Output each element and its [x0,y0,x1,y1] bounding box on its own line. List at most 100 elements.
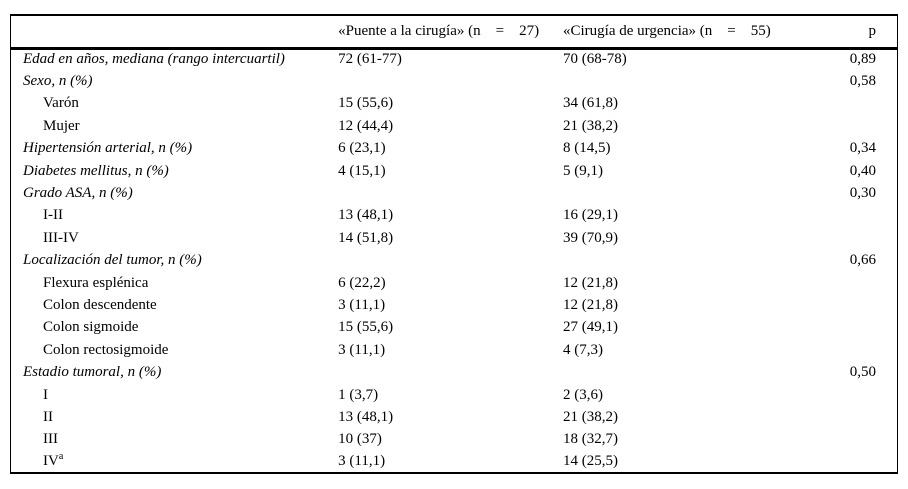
table-row: Grado ASA, n (%) 0,30 [11,182,898,204]
row-label: Hipertensión arterial, n (%) [23,140,193,157]
p-value: 0,89 [849,51,876,68]
row-label: Edad en años, mediana (rango intercuarti… [23,51,285,68]
table-row: Sexo, n (%) 0,58 [11,70,898,92]
row-label: I [43,386,48,403]
urgent-surgery-value: 27 (49,1) [563,319,618,336]
table-row: II 13 (48,1) 21 (38,2) [11,406,898,428]
row-label: Colon descendente [43,296,157,313]
p-value [788,205,898,227]
table-row: Colon descendente 3 (11,1) 12 (21,8) [11,294,898,316]
urgent-surgery-value: 39 (70,9) [563,229,618,246]
p-value [788,115,898,137]
bridge-surgery-value [338,250,563,272]
table-row: Localización del tumor, n (%) 0,66 [11,250,898,272]
col-header-variable [10,15,339,50]
row-label: Localización del tumor, n (%) [23,252,202,269]
urgent-surgery-value: 21 (38,2) [563,408,618,425]
comparison-table-container: «Puente a la cirugía» (n = 27) «Cirugía … [10,14,898,475]
bridge-surgery-value: 3 (11,1) [338,341,386,358]
col-header-p: p [787,15,898,50]
p-value [788,429,898,451]
bridge-surgery-value [338,361,563,383]
p-value: 0,34 [849,140,876,157]
table-row: Diabetes mellitus, n (%) 4 (15,1) 5 (9,1) 0… [11,160,898,182]
bridge-surgery-value: 15 (55,6) [338,95,394,112]
bridge-surgery-value: 4 (15,1) [338,162,386,179]
row-label: I-II [43,207,63,224]
table-header: «Puente a la cirugía» (n = 27) «Cirugía … [10,15,898,50]
footnote-marker: a [58,451,64,463]
table-row: Hipertensión arterial, n (%) 6 (23,1) 8 (1… [11,138,898,160]
table-row: IVa 3 (11,1) 14 (25,5) [11,451,898,473]
row-label: Colon sigmoide [43,319,139,336]
col-header-bridge-surgery: «Puente a la cirugía» (n = 27) [338,15,563,50]
p-value [788,227,898,249]
p-value: 0,40 [849,162,876,179]
p-value [788,272,898,294]
p-value [788,339,898,361]
urgent-surgery-value: 14 (25,5) [563,453,618,470]
p-value: 0,50 [849,364,876,381]
table-row: Mujer 12 (44,4) 21 (38,2) [11,115,898,137]
table-row: Colon rectosigmoide 3 (11,1) 4 (7,3) [11,339,898,361]
bridge-surgery-value [338,182,563,204]
row-label: II [43,408,53,425]
p-value [788,384,898,406]
bridge-surgery-value [338,70,563,92]
row-label: Flexura esplénica [43,274,149,291]
row-label: Diabetes mellitus, n (%) [23,162,169,179]
urgent-surgery-value: 18 (32,7) [563,431,618,448]
header-row: «Puente a la cirugía» (n = 27) «Cirugía … [10,15,898,50]
bridge-surgery-value: 72 (61-77) [338,51,402,68]
urgent-surgery-value: 2 (3,6) [563,386,603,403]
urgent-surgery-value [563,70,788,92]
urgent-surgery-value [563,182,788,204]
p-value: 0,66 [849,252,876,269]
bridge-surgery-value: 1 (3,7) [338,386,379,403]
bridge-surgery-value: 10 (37) [338,431,382,448]
p-value [788,93,898,115]
row-label: Varón [43,95,79,112]
urgent-surgery-value: 12 (21,8) [563,274,618,291]
bridge-surgery-value: 13 (48,1) [338,207,394,224]
table-row: Varón 15 (55,6) 34 (61,8) [11,93,898,115]
table-row: III 10 (37) 18 (32,7) [11,429,898,451]
p-value: 0,58 [849,73,876,90]
table-row: Estadio tumoral, n (%) 0,50 [11,361,898,383]
row-label: Colon rectosigmoide [43,341,169,358]
urgent-surgery-value [563,250,788,272]
bridge-surgery-value: 6 (22,2) [338,274,386,291]
row-label: Mujer [43,117,80,134]
row-label: III-IV [43,229,79,246]
p-value [788,451,898,473]
urgent-surgery-value [563,361,788,383]
row-label: IVa [43,451,64,470]
table-row: III-IV 14 (51,8) 39 (70,9) [11,227,898,249]
bridge-surgery-value: 3 (11,1) [338,453,386,470]
urgent-surgery-value: 8 (14,5) [563,140,611,157]
table-row: Colon sigmoide 15 (55,6) 27 (49,1) [11,317,898,339]
bridge-surgery-value: 13 (48,1) [338,408,394,425]
col-header-urgent-surgery: «Cirugía de urgencia» (n = 55) [563,15,788,50]
bridge-surgery-value: 14 (51,8) [338,229,394,246]
row-label: Grado ASA, n (%) [23,185,133,202]
urgent-surgery-value: 5 (9,1) [563,162,603,179]
p-value [788,406,898,428]
table-row: I 1 (3,7) 2 (3,6) [11,384,898,406]
row-label: III [43,431,58,448]
comparison-table: «Puente a la cirugía» (n = 27) «Cirugía … [10,14,898,475]
p-value: 0,30 [849,185,876,202]
bridge-surgery-value: 15 (55,6) [338,319,394,336]
p-value [788,294,898,316]
bridge-surgery-value: 6 (23,1) [338,140,386,157]
row-label: Estadio tumoral, n (%) [23,364,162,381]
p-value [788,317,898,339]
table-body: Edad en años, mediana (rango intercuarti… [11,48,898,473]
table-row: Flexura esplénica 6 (22,2) 12 (21,8) [11,272,898,294]
bridge-surgery-value: 3 (11,1) [338,296,386,313]
row-label: Sexo, n (%) [23,73,93,90]
urgent-surgery-value: 16 (29,1) [563,207,618,224]
urgent-surgery-value: 34 (61,8) [563,95,618,112]
table-row: Edad en años, mediana (rango intercuarti… [11,48,898,70]
urgent-surgery-value: 21 (38,2) [563,117,618,134]
